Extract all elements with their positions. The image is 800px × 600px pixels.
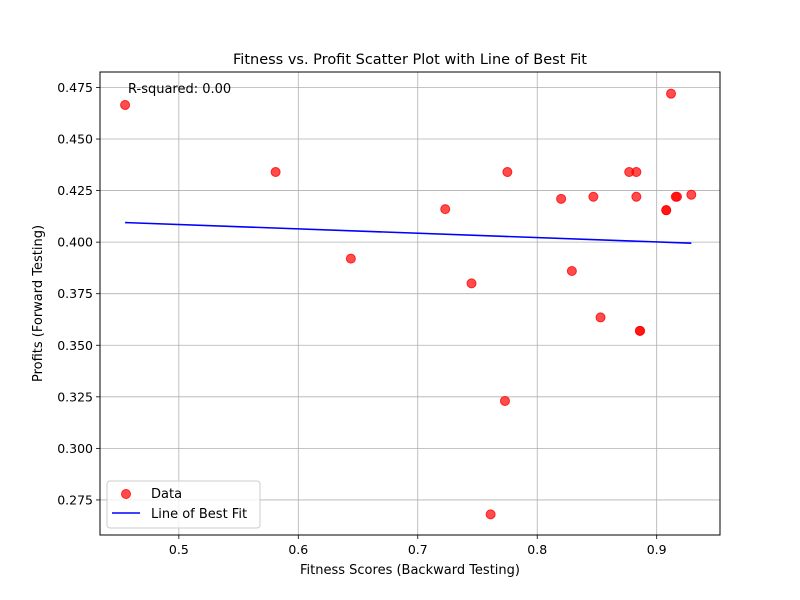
y-tick-label: 0.300 xyxy=(57,441,93,456)
data-point xyxy=(345,253,356,264)
best-fit-line-layer xyxy=(125,221,692,244)
data-point xyxy=(634,325,645,336)
plot-frame xyxy=(99,71,721,536)
y-tick-label: 0.400 xyxy=(57,235,93,250)
data-point xyxy=(566,266,577,277)
chart-title: Fitness vs. Profit Scatter Plot with Lin… xyxy=(233,52,587,68)
data-point xyxy=(661,205,672,216)
y-tick-label: 0.450 xyxy=(57,132,93,147)
data-point xyxy=(631,167,642,178)
data-point xyxy=(595,312,606,323)
data-point xyxy=(466,278,477,289)
grid-lines xyxy=(100,72,720,535)
y-axis-ticks: 0.275 0.300 0.325 0.350 0.375 0.400 0.425 0.450… xyxy=(57,80,100,507)
y-tick-label: 0.350 xyxy=(57,338,93,353)
y-tick-label: 0.425 xyxy=(57,183,93,198)
x-tick-label: 0.9 xyxy=(647,542,667,557)
y-tick-label: 0.475 xyxy=(57,80,93,95)
y-tick-label: 0.375 xyxy=(57,286,93,301)
x-tick-label: 0.8 xyxy=(527,542,547,557)
data-point xyxy=(499,395,510,406)
best-fit-line xyxy=(125,221,692,244)
data-point xyxy=(120,99,131,110)
y-tick-label: 0.325 xyxy=(57,389,93,404)
data-point xyxy=(485,509,496,520)
data-point xyxy=(631,191,642,202)
data-point xyxy=(686,189,697,200)
data-point xyxy=(588,191,599,202)
x-axis-label: Fitness Scores (Backward Testing) xyxy=(300,563,520,578)
data-point xyxy=(502,167,513,178)
data-point xyxy=(556,193,567,204)
data-point xyxy=(666,88,677,99)
data-point xyxy=(671,191,682,202)
x-tick-label: 0.6 xyxy=(288,542,308,557)
data-point xyxy=(440,204,451,215)
y-tick-label: 0.275 xyxy=(57,492,93,507)
legend-label-data: Data xyxy=(151,487,182,502)
data-points xyxy=(120,88,697,520)
y-axis-label: Profits (Forward Testing) xyxy=(31,225,46,382)
data-point xyxy=(270,167,281,178)
x-tick-label: 0.7 xyxy=(408,542,428,557)
legend-box xyxy=(106,480,261,529)
x-axis-ticks: 0.5 0.6 0.7 0.8 0.9 xyxy=(169,535,667,557)
r-squared-annotation: R-squared: 0.00 xyxy=(128,82,231,97)
legend-marker-data xyxy=(121,489,131,499)
legend: Data Line of Best Fit xyxy=(106,480,261,529)
x-tick-label: 0.5 xyxy=(169,542,189,557)
legend-label-line: Line of Best Fit xyxy=(151,507,247,522)
